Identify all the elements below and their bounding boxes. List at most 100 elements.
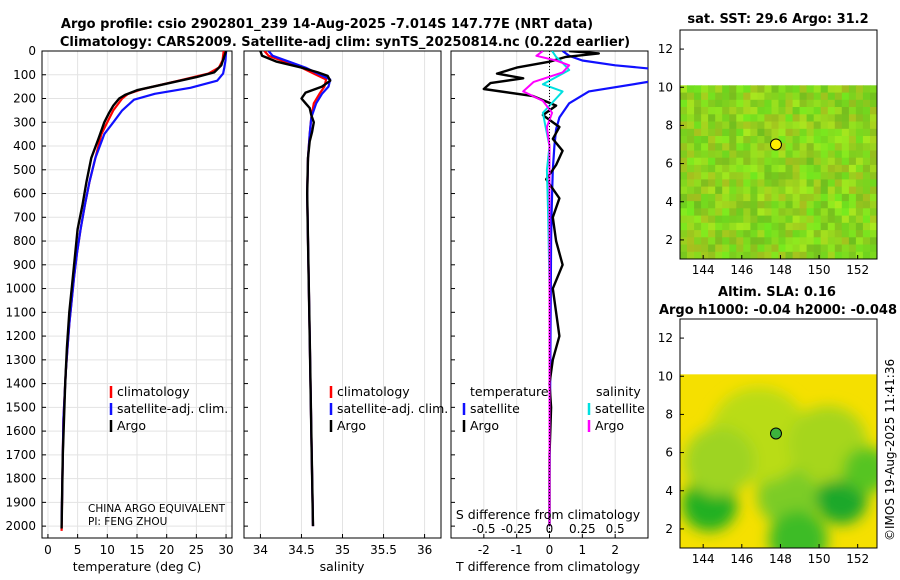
map-cell [799, 186, 808, 195]
map-cell [834, 107, 843, 115]
map-cell [813, 222, 822, 231]
map-frame [679, 29, 878, 260]
x-tick-label: 34.5 [288, 543, 315, 557]
map-cell [870, 121, 877, 130]
map-cell [827, 121, 836, 130]
y-tick-label: 1800 [5, 472, 36, 486]
map-cell [694, 164, 702, 173]
map-cell [680, 92, 688, 101]
map-cell [820, 230, 829, 238]
map-cell [701, 85, 709, 94]
map-cell [855, 121, 864, 130]
map-cell [820, 251, 829, 259]
map-cell [729, 164, 737, 173]
map-cell [806, 208, 815, 217]
map-cell [708, 92, 716, 101]
map-cell [715, 107, 723, 115]
x-tick-label: 10 [100, 543, 115, 557]
map-cell [694, 244, 702, 253]
map-cell [687, 150, 695, 159]
y-tick-label: 4 [665, 484, 673, 498]
map-cell [729, 230, 737, 238]
map-cell [701, 92, 709, 101]
map-cell [862, 179, 871, 188]
map-cell [750, 85, 758, 94]
map-cell [813, 150, 822, 159]
map-cell [841, 107, 850, 115]
map-cell [834, 237, 843, 246]
map-cell [687, 99, 695, 108]
map-cell [799, 244, 808, 253]
map-cell [694, 136, 702, 144]
map-cell [708, 251, 716, 259]
main-title-line2: Climatology: CARS2009. Satellite-adj cli… [60, 35, 630, 50]
map-cell [743, 114, 751, 123]
map-cell [834, 92, 843, 101]
map-cell [694, 107, 702, 115]
map-cell [687, 215, 695, 224]
map-cell [820, 150, 829, 159]
map-cell [862, 215, 871, 224]
map-cell [701, 136, 709, 144]
map-cell [757, 172, 765, 180]
map-cell [813, 237, 822, 246]
map-cell [750, 251, 758, 259]
map-cell [785, 179, 794, 188]
map-cell [820, 143, 829, 151]
map-cell [764, 201, 772, 209]
map-cell [750, 222, 758, 231]
map-cell [743, 230, 751, 238]
x-axis-label: temperature (deg C) [73, 559, 202, 574]
map-cell [680, 107, 688, 115]
map-cell [778, 107, 787, 115]
map-cell [701, 201, 709, 209]
map-cell [848, 164, 857, 173]
map-cell [820, 136, 829, 144]
x-tick-label: 0 [546, 543, 554, 557]
map-cell [785, 201, 794, 209]
map-cell [778, 114, 787, 123]
timestamp: ©IMOS 19-Aug-2025 11:41:36 [883, 359, 897, 541]
map-cell [750, 208, 758, 217]
map-cell [750, 107, 758, 115]
map-cell [743, 237, 751, 246]
x-tick-label: 2 [611, 543, 619, 557]
map-cell [722, 172, 730, 180]
map-cell [799, 230, 808, 238]
map-cell [792, 215, 801, 224]
map-cell [834, 121, 843, 130]
map-cell [813, 172, 822, 180]
map-cell [687, 251, 695, 259]
x-tick-label: 36 [417, 543, 432, 557]
map-cell [750, 230, 758, 238]
map-cell [708, 143, 716, 151]
map-cell [834, 222, 843, 231]
map-cell [841, 143, 850, 151]
argo-float-marker [769, 427, 782, 440]
map-cell [708, 150, 716, 159]
map-cell [750, 136, 758, 144]
map-cell [820, 186, 829, 195]
map-cell [785, 92, 794, 101]
map-cell [694, 114, 702, 123]
map-cell [813, 99, 822, 108]
map-cell [687, 230, 695, 238]
map-cell [785, 128, 794, 137]
map-cell [694, 179, 702, 188]
map-cell [785, 230, 794, 238]
series-line-climatology [60, 51, 225, 531]
map-cell [680, 208, 688, 217]
map-cell [778, 179, 787, 188]
x-tick-label: 146 [730, 552, 753, 566]
map-cell [792, 251, 801, 259]
map-cell [708, 230, 716, 238]
map-cell [820, 222, 829, 231]
series-line-salinity-satellite [541, 51, 571, 527]
map-cell [870, 179, 877, 188]
map-cell [834, 85, 843, 94]
map-cell [785, 143, 794, 151]
map-cell [743, 107, 751, 115]
y-tick-label: 1600 [5, 424, 36, 438]
map-cell [778, 244, 787, 253]
map-cell [827, 230, 836, 238]
